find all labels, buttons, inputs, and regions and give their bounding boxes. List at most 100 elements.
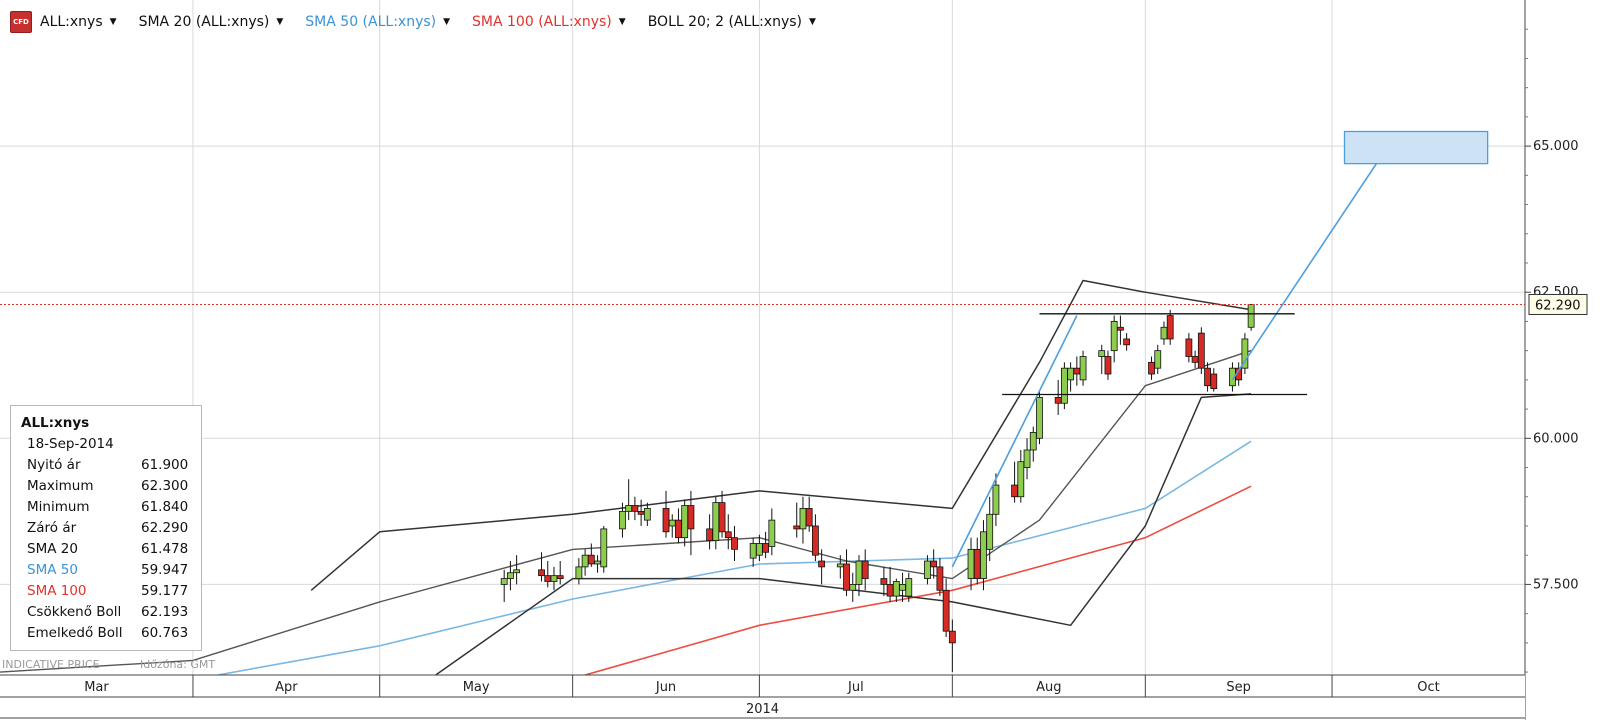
dropdown-arrow-icon: ▼ xyxy=(109,17,117,27)
candle-body xyxy=(1098,350,1106,357)
candle-body xyxy=(631,505,639,512)
candle-up xyxy=(500,569,508,602)
cfd-logo: CFD xyxy=(10,11,32,33)
candle-up xyxy=(1154,344,1162,375)
sma100-line xyxy=(584,485,1252,675)
candle-down xyxy=(1210,368,1218,392)
candle-down xyxy=(762,531,770,559)
info-label: SMA 100 xyxy=(27,583,87,599)
candle-up xyxy=(905,572,913,602)
candle-body xyxy=(718,502,726,533)
candle-body xyxy=(507,572,514,579)
candle-down xyxy=(886,566,894,602)
candle-body xyxy=(880,578,888,585)
candle-down xyxy=(880,566,888,597)
candle-down xyxy=(793,502,801,538)
candle-body xyxy=(749,543,757,559)
candle-body xyxy=(992,484,1000,515)
candle-up xyxy=(749,537,757,567)
candle-down xyxy=(843,549,850,597)
bollinger-lower-line xyxy=(435,393,1252,675)
candle-body xyxy=(843,563,850,591)
candle-down xyxy=(1104,350,1112,380)
candle-up xyxy=(992,473,1000,526)
candle-body xyxy=(924,560,931,579)
x-month-label: Sep xyxy=(1226,680,1251,695)
candle-up xyxy=(594,555,601,573)
candle-down xyxy=(936,558,944,597)
candle-body xyxy=(980,531,987,579)
candle-down xyxy=(724,514,732,550)
candle-body xyxy=(662,508,670,533)
candle-body xyxy=(967,548,975,579)
candle-body xyxy=(905,578,913,597)
timezone-label: Időzóna: GMT xyxy=(140,658,215,671)
candle-up xyxy=(712,496,720,550)
x-month-label: Jun xyxy=(655,680,676,695)
candle-up xyxy=(799,496,807,544)
price-tag-label: 62.290 xyxy=(1535,298,1581,313)
indicator-sma20-menu[interactable]: SMA 20 (ALL:xnys) ▼ xyxy=(139,14,284,30)
candle-down xyxy=(930,549,938,579)
indicator-symbol-menu[interactable]: ALL:xnys ▼ xyxy=(40,14,117,30)
candle-body xyxy=(1197,332,1205,369)
info-label: Nyitó ár xyxy=(27,457,81,473)
candle-body xyxy=(892,581,900,597)
indicator-label: BOLL 20; 2 (ALL:xnys) xyxy=(647,14,803,30)
candle-body xyxy=(550,575,558,582)
sma50-line xyxy=(217,440,1252,675)
candle-body xyxy=(1011,484,1018,498)
candle-up xyxy=(899,572,906,602)
candle-up xyxy=(1036,391,1043,445)
candle-body xyxy=(762,543,770,553)
candle-body xyxy=(1036,397,1043,439)
candle-body xyxy=(538,569,545,577)
last-price-tag: 62.290 xyxy=(1528,293,1588,315)
indicator-sma100-menu[interactable]: SMA 100 (ALL:xnys) ▼ xyxy=(472,14,626,30)
candle-body xyxy=(755,543,763,556)
candle-down xyxy=(1191,350,1199,369)
candle-up xyxy=(1029,426,1037,462)
candle-body xyxy=(1241,338,1249,369)
candle-down xyxy=(973,537,981,585)
info-row-sma20: SMA 20 61.478 xyxy=(21,539,201,560)
indicative-price-label: INDICATIVE PRICE xyxy=(2,658,100,671)
candle-down xyxy=(818,549,826,585)
candle-up xyxy=(575,558,583,585)
candle-body xyxy=(619,510,626,530)
candle-body xyxy=(1191,356,1199,363)
info-symbol: ALL:xnys xyxy=(21,415,90,431)
indicator-boll-menu[interactable]: BOLL 20; 2 (ALL:xnys) ▼ xyxy=(648,14,816,30)
candle-up xyxy=(681,499,689,547)
indicator-sma50-menu[interactable]: SMA 50 (ALL:xnys) ▼ xyxy=(305,14,450,30)
x-month-label: Apr xyxy=(275,680,298,695)
trendline xyxy=(951,315,1078,568)
candle-down xyxy=(1073,356,1081,386)
candle-body xyxy=(513,569,521,574)
candle-body xyxy=(687,505,695,530)
info-label: SMA 20 xyxy=(27,541,78,557)
candle-body xyxy=(668,519,676,527)
indicator-label: ALL:xnys xyxy=(40,14,103,30)
info-value: 59.947 xyxy=(141,562,189,578)
candle-body xyxy=(942,589,950,632)
candle-body xyxy=(768,519,776,547)
candle-up xyxy=(1241,333,1249,375)
candle-body xyxy=(625,505,633,512)
candle-body xyxy=(1204,367,1211,387)
candle-body xyxy=(724,531,732,539)
candle-body xyxy=(1123,338,1131,346)
candle-up xyxy=(849,572,857,602)
candle-up xyxy=(1247,303,1255,331)
candle-body xyxy=(1166,315,1174,340)
info-row-close: Záró ár 62.290 xyxy=(21,518,201,539)
candle-body xyxy=(986,513,994,550)
candle-body xyxy=(575,566,583,579)
candle-body xyxy=(899,584,906,591)
info-date: 18-Sep-2014 xyxy=(27,436,114,452)
candle-down xyxy=(731,525,738,562)
candle-up xyxy=(600,525,608,573)
candle-body xyxy=(712,502,720,541)
candle-body xyxy=(836,563,844,568)
